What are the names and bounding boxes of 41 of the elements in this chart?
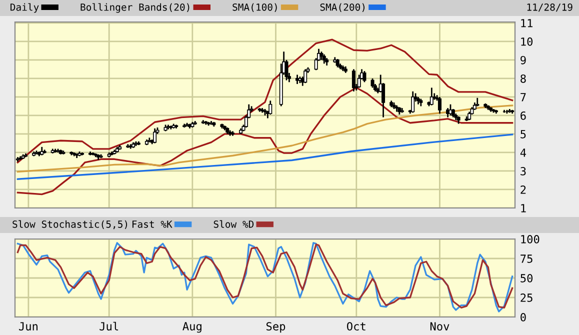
legend-label: SMA(100) [232, 3, 277, 12]
x-tick-label: Jun [19, 322, 38, 331]
y-tick-label: 4 [520, 148, 526, 157]
candlestick [411, 90, 415, 114]
legend-label: Fast %K [132, 220, 172, 228]
candlestick [322, 54, 326, 64]
x-tick-label: Oct [347, 322, 366, 331]
legend-label: SMA(200) [320, 3, 364, 12]
y-tick-label: 9 [520, 56, 526, 64]
y-tick-label: 100 [521, 235, 540, 244]
y-tick-label: 3 [520, 166, 526, 176]
candlestick [352, 68, 356, 92]
y-tick-label: 50 [520, 274, 533, 282]
y-tick-label: 10 [521, 37, 533, 46]
x-tick-label: Jul [100, 322, 118, 331]
y-tick-label: 75 [520, 254, 532, 263]
x-tick-label: Sep [266, 322, 286, 333]
y-tick-label: 7 [520, 93, 526, 102]
legend-label: Daily [10, 3, 39, 13]
chart-title: Slow Stochastic(5,5) [12, 220, 128, 230]
y-tick-label: 25 [520, 294, 532, 302]
y-tick-label: 0 [520, 313, 526, 322]
candlestick [304, 68, 308, 84]
text: 11/28/19 [527, 3, 572, 12]
candlestick [370, 78, 374, 88]
line-series [16, 38, 514, 164]
legend-label: Slow %D [214, 220, 254, 228]
y-tick-label: 1 [521, 204, 526, 212]
line-series [16, 104, 514, 173]
candlestick [430, 87, 434, 106]
line-series [16, 134, 514, 180]
x-tick-label: Aug [182, 322, 202, 333]
y-tick-label: 8 [520, 74, 526, 83]
y-tick-label: 6 [520, 111, 526, 120]
y-tick-label: 2 [520, 185, 526, 194]
legend-label: Bollinger Bands(20) [80, 3, 190, 13]
candlestick [153, 128, 157, 144]
y-tick-label: 5 [520, 130, 526, 138]
candlestick [438, 96, 442, 114]
x-tick-label: Nov [430, 322, 450, 331]
y-tick-label: 11 [521, 19, 532, 28]
